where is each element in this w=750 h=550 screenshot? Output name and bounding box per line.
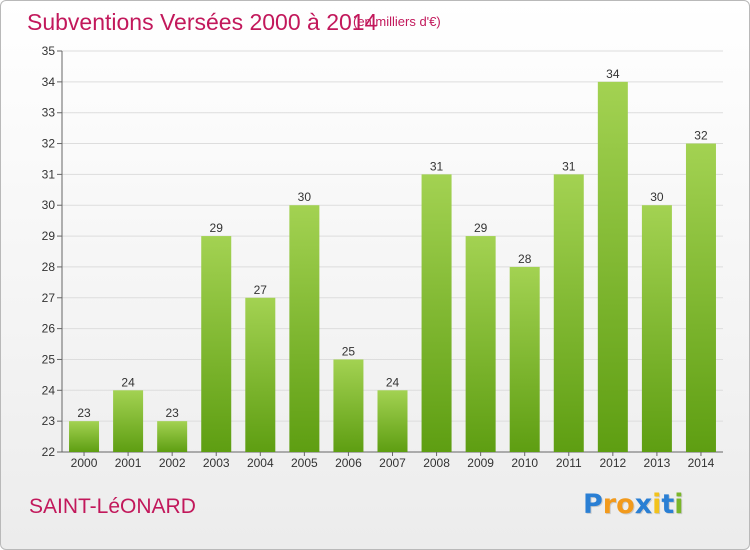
bars xyxy=(69,81,716,453)
logo-letter: i xyxy=(652,489,662,520)
logo-letter: x xyxy=(634,489,653,520)
bar-2013 xyxy=(641,205,672,452)
y-tick-label: 29 xyxy=(42,229,56,243)
y-tick-label: 34 xyxy=(42,75,56,89)
bar-2002 xyxy=(157,421,188,452)
y-tick-label: 30 xyxy=(42,198,56,212)
x-tick-label: 2002 xyxy=(159,456,186,470)
bar-2006 xyxy=(333,359,364,452)
data-label-2000: 23 xyxy=(77,406,91,420)
data-label-2008: 31 xyxy=(430,159,444,173)
y-tick-label: 23 xyxy=(42,414,56,428)
y-tick-label: 32 xyxy=(42,137,56,151)
logo-letter: i xyxy=(674,489,684,520)
x-tick-label: 2014 xyxy=(688,456,715,470)
proxiti-logo[interactable]: Proxiti xyxy=(583,489,684,520)
x-tick-label: 2003 xyxy=(203,456,230,470)
labels: 22 23 24 25 26 27 28 29 30 31 32 33 34 35 23 2000 24 2001… xyxy=(42,44,715,470)
x-tick-label: 2007 xyxy=(379,456,406,470)
logo-letter: t xyxy=(661,489,675,520)
bar-2011 xyxy=(553,174,584,452)
bar-2004 xyxy=(245,297,276,452)
chart-title: Subventions Versées 2000 à 2014 xyxy=(27,9,378,35)
y-tick-label: 25 xyxy=(42,352,56,366)
x-tick-label: 2000 xyxy=(71,456,98,470)
logo-letter: P xyxy=(583,489,603,520)
y-tick-label: 31 xyxy=(42,167,56,181)
y-tick-label: 22 xyxy=(42,445,56,459)
commune-name: SAINT-LéONARD xyxy=(29,495,196,518)
x-tick-label: 2008 xyxy=(423,456,450,470)
data-label-2004: 27 xyxy=(254,283,268,297)
data-label-2001: 24 xyxy=(121,375,135,389)
data-label-2002: 23 xyxy=(165,406,179,420)
data-label-2013: 30 xyxy=(650,190,664,204)
y-tick-label: 28 xyxy=(42,260,56,274)
y-tick-label: 35 xyxy=(42,44,56,58)
data-label-2005: 30 xyxy=(298,190,312,204)
data-label-2011: 31 xyxy=(562,159,576,173)
bar-2001 xyxy=(113,390,144,452)
logo-letter: r xyxy=(602,489,617,520)
bar-2008 xyxy=(421,174,452,452)
x-tick-label: 2001 xyxy=(115,456,142,470)
bar-2014 xyxy=(685,143,716,453)
data-label-2012: 34 xyxy=(606,67,620,81)
y-tick-label: 24 xyxy=(42,383,56,397)
data-label-2014: 32 xyxy=(694,129,708,143)
y-tick-label: 26 xyxy=(42,322,56,336)
data-label-2009: 29 xyxy=(474,221,488,235)
x-tick-label: 2004 xyxy=(247,456,274,470)
bar-2009 xyxy=(465,236,496,452)
y-tick-label: 33 xyxy=(42,106,56,120)
bar-2012 xyxy=(597,81,628,452)
bar-2007 xyxy=(377,390,408,452)
x-tick-label: 2006 xyxy=(335,456,362,470)
bar-2010 xyxy=(509,266,540,452)
bar-2005 xyxy=(289,205,320,452)
chart-unit-subtitle: (en milliers d'€) xyxy=(353,14,441,29)
data-label-2006: 25 xyxy=(342,344,356,358)
data-label-2010: 28 xyxy=(518,252,532,266)
x-tick-label: 2013 xyxy=(644,456,671,470)
y-tick-label: 27 xyxy=(42,291,56,305)
x-tick-label: 2009 xyxy=(467,456,494,470)
data-label-2007: 24 xyxy=(386,375,400,389)
bar-2000 xyxy=(69,421,100,452)
x-tick-label: 2011 xyxy=(556,456,582,470)
bar-2003 xyxy=(201,236,232,452)
x-tick-label: 2010 xyxy=(511,456,538,470)
data-label-2003: 29 xyxy=(210,221,224,235)
x-tick-label: 2012 xyxy=(599,456,626,470)
x-tick-label: 2005 xyxy=(291,456,318,470)
logo-letter: o xyxy=(616,489,635,520)
